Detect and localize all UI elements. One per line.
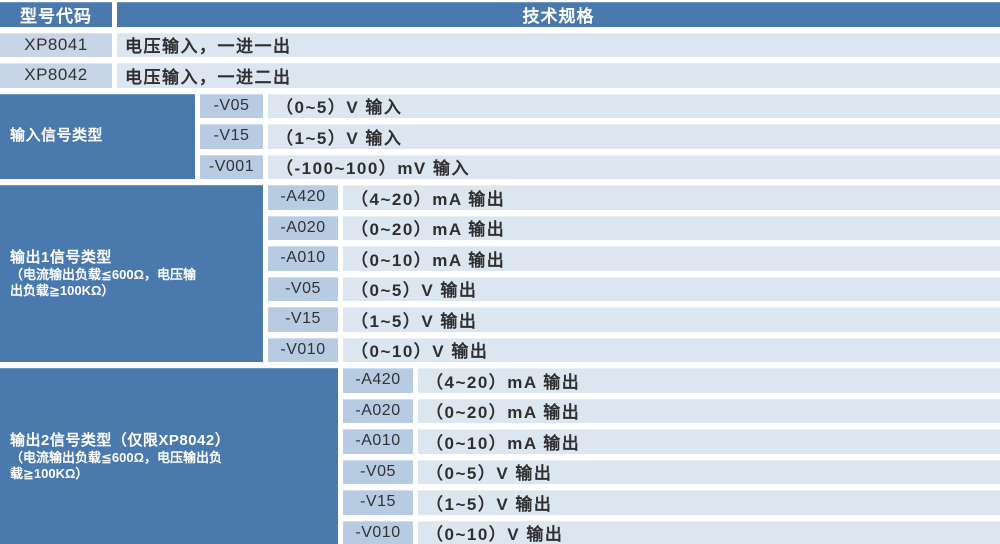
option-spec-cell: （0~20）mA 输出 [418, 398, 1000, 423]
section-label-title: 输出1信号类型 [10, 248, 112, 266]
option-code-cell: -V15 [268, 307, 338, 332]
option-spec-cell: （0~10）mA 输出 [418, 429, 1000, 454]
option-row: -V05 （0~5）V 输出 [343, 459, 1000, 484]
section-rows: -A420 （4~20）mA 输出 -A020 （0~20）mA 输出 -A01… [268, 185, 1000, 362]
option-code-cell: -A420 [268, 185, 338, 210]
section-label-note-line: （电流输出负载≦600Ω，电压输 [10, 267, 197, 283]
section-label-cell: 输出2信号类型（仅限XP8042） （电流输出负载≦600Ω，电压输出负 载≧1… [0, 368, 338, 544]
option-code-cell: -V05 [268, 276, 338, 301]
option-code-cell: -V05 [343, 459, 413, 484]
option-code-cell: -V15 [200, 124, 263, 149]
option-spec-cell: （0~5）V 输入 [268, 93, 1000, 118]
option-spec-cell: （0~20）mA 输出 [343, 215, 1000, 240]
option-row: -A420 （4~20）mA 输出 [343, 368, 1000, 393]
section-output2-signal-type: 输出2信号类型（仅限XP8042） （电流输出负载≦600Ω，电压输出负 载≧1… [0, 368, 1000, 544]
header-cell-model-code: 型号代码 [0, 2, 112, 27]
option-spec-cell: （-100~100）mV 输入 [268, 154, 1000, 179]
section-rows: -V05 （0~5）V 输入 -V15 （1~5）V 输入 -V001 （-10… [200, 93, 1000, 179]
section-label-title: 输入信号类型 [10, 126, 104, 144]
option-row: -A010 （0~10）mA 输出 [268, 246, 1000, 271]
option-row: -A020 （0~20）mA 输出 [268, 215, 1000, 240]
option-spec-cell: （1~5）V 输出 [418, 490, 1000, 515]
table-header-row: 型号代码 技术规格 [0, 2, 1000, 27]
option-code-cell: -V15 [343, 490, 413, 515]
section-label-cell: 输入信号类型 [0, 93, 195, 179]
option-row: -V15 （1~5）V 输入 [200, 124, 1000, 149]
option-spec-cell: （1~5）V 输入 [268, 124, 1000, 149]
option-spec-cell: （4~20）mA 输出 [343, 185, 1000, 210]
option-row: -V010 （0~10）V 输出 [268, 337, 1000, 362]
option-code-cell: -V010 [268, 337, 338, 362]
section-label-note-line: 载≧100KΩ） [10, 465, 89, 481]
section-label-title: 输出2信号类型（仅限XP8042） [10, 431, 231, 449]
option-row: -A020 （0~20）mA 输出 [343, 398, 1000, 423]
option-row: -A010 （0~10）mA 输出 [343, 429, 1000, 454]
option-code-cell: -V05 [200, 93, 263, 118]
option-code-cell: -A420 [343, 368, 413, 393]
option-code-cell: -A020 [343, 398, 413, 423]
option-spec-cell: （0~5）V 输出 [418, 459, 1000, 484]
section-output1-signal-type: 输出1信号类型 （电流输出负载≦600Ω，电压输 出负载≧100KΩ） -A42… [0, 185, 1000, 362]
option-spec-cell: （0~5）V 输出 [343, 276, 1000, 301]
option-code-cell: -A020 [268, 215, 338, 240]
section-label-note-line: 出负载≧100KΩ） [10, 282, 115, 298]
option-spec-cell: （1~5）V 输出 [343, 307, 1000, 332]
option-row: -V010 （0~10）V 输出 [343, 520, 1000, 544]
section-label-note-line: （电流输出负载≦600Ω，电压输出负 [10, 450, 223, 466]
header-cell-tech-spec: 技术规格 [117, 2, 1000, 27]
option-code-cell: -V001 [200, 154, 263, 179]
option-row: -V001 （-100~100）mV 输入 [200, 154, 1000, 179]
section-label-cell: 输出1信号类型 （电流输出负载≦600Ω，电压输 出负载≧100KΩ） [0, 185, 263, 362]
section-input-signal-type: 输入信号类型 -V05 （0~5）V 输入 -V15 （1~5）V 输入 -V0… [0, 93, 1000, 179]
model-code-cell: XP8042 [0, 63, 112, 88]
option-row: -V15 （1~5）V 输出 [343, 490, 1000, 515]
option-spec-cell: （0~10）V 输出 [418, 520, 1000, 544]
model-spec-cell: 电压输入，一进一出 [117, 32, 1000, 57]
option-row: -V05 （0~5）V 输入 [200, 93, 1000, 118]
model-spec-cell: 电压输入，一进二出 [117, 63, 1000, 88]
option-code-cell: -A010 [268, 246, 338, 271]
option-row: -V05 （0~5）V 输出 [268, 276, 1000, 301]
option-row: -V15 （1~5）V 输出 [268, 307, 1000, 332]
option-code-cell: -V010 [343, 520, 413, 544]
option-code-cell: -A010 [343, 429, 413, 454]
section-rows: -A420 （4~20）mA 输出 -A020 （0~20）mA 输出 -A01… [343, 368, 1000, 544]
option-spec-cell: （4~20）mA 输出 [418, 368, 1000, 393]
option-row: -A420 （4~20）mA 输出 [268, 185, 1000, 210]
option-spec-cell: （0~10）V 输出 [343, 337, 1000, 362]
option-spec-cell: （0~10）mA 输出 [343, 246, 1000, 271]
model-row-xp8042: XP8042 电压输入，一进二出 [0, 63, 1000, 88]
model-row-xp8041: XP8041 电压输入，一进一出 [0, 32, 1000, 57]
model-code-cell: XP8041 [0, 32, 112, 57]
